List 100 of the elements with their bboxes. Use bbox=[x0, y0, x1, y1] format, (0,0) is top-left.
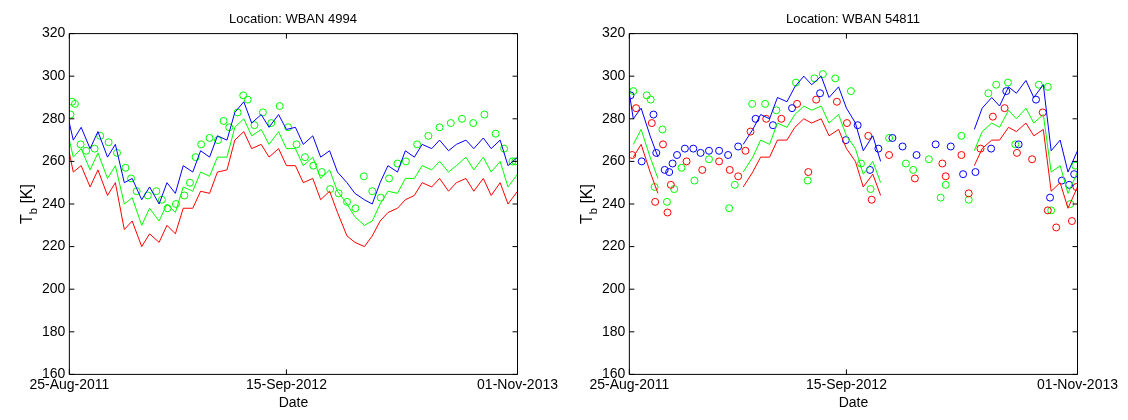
point bbox=[82, 146, 91, 155]
point bbox=[670, 185, 679, 194]
point bbox=[705, 146, 714, 155]
point bbox=[368, 187, 377, 196]
point bbox=[629, 151, 637, 160]
y-axis-title: Tb [K] bbox=[18, 184, 40, 224]
point bbox=[127, 174, 136, 183]
point bbox=[239, 91, 248, 100]
point bbox=[658, 125, 667, 134]
x-tick-label: 15-Sep-2012 bbox=[805, 375, 888, 392]
point bbox=[632, 104, 641, 113]
y-tick-label: 280 bbox=[42, 109, 66, 126]
point bbox=[677, 163, 686, 172]
point bbox=[359, 172, 368, 181]
point bbox=[446, 119, 455, 128]
point bbox=[853, 121, 862, 130]
point bbox=[413, 140, 422, 149]
point bbox=[491, 129, 500, 138]
point bbox=[987, 144, 996, 153]
point bbox=[646, 95, 655, 104]
point bbox=[121, 163, 130, 172]
y-tick-label: 280 bbox=[602, 109, 626, 126]
point bbox=[1012, 148, 1021, 157]
point bbox=[803, 176, 812, 185]
point bbox=[143, 191, 152, 200]
x-tick-label: 15-Sep-2012 bbox=[245, 375, 328, 392]
point bbox=[816, 89, 825, 98]
point bbox=[1002, 87, 1011, 96]
point bbox=[284, 123, 293, 132]
point bbox=[857, 159, 866, 168]
point bbox=[924, 155, 933, 164]
point bbox=[964, 195, 973, 204]
point bbox=[841, 136, 850, 145]
point bbox=[909, 165, 918, 174]
y-tick-label: 220 bbox=[42, 237, 66, 254]
point bbox=[649, 110, 658, 119]
point bbox=[376, 193, 385, 202]
point bbox=[500, 144, 509, 153]
point bbox=[831, 74, 840, 83]
y-tick-label: 200 bbox=[602, 280, 626, 297]
point bbox=[751, 114, 760, 123]
point bbox=[912, 151, 921, 160]
point bbox=[1070, 170, 1078, 179]
point bbox=[191, 153, 200, 162]
point bbox=[1065, 180, 1074, 189]
point bbox=[511, 157, 518, 166]
point bbox=[163, 204, 172, 213]
point bbox=[1034, 80, 1043, 89]
point bbox=[317, 168, 326, 177]
point bbox=[715, 157, 724, 166]
point bbox=[219, 116, 228, 125]
point bbox=[393, 159, 402, 168]
point bbox=[205, 133, 214, 142]
point bbox=[480, 110, 489, 119]
point bbox=[1003, 78, 1012, 87]
point bbox=[665, 168, 674, 177]
point bbox=[233, 108, 242, 117]
point bbox=[258, 108, 267, 117]
point bbox=[1052, 223, 1061, 232]
point bbox=[326, 185, 335, 194]
point bbox=[666, 180, 675, 189]
point bbox=[984, 89, 993, 98]
point bbox=[976, 144, 985, 153]
point bbox=[748, 99, 757, 108]
point bbox=[867, 195, 876, 204]
point bbox=[682, 157, 691, 166]
point bbox=[768, 121, 777, 130]
point bbox=[197, 140, 206, 149]
point bbox=[941, 172, 950, 181]
point bbox=[804, 168, 813, 177]
y-tick-label: 260 bbox=[602, 152, 626, 169]
point bbox=[458, 114, 466, 123]
point bbox=[705, 155, 714, 164]
point bbox=[1047, 206, 1056, 215]
point bbox=[642, 91, 651, 100]
y-tick-label: 320 bbox=[602, 24, 626, 41]
point bbox=[865, 165, 874, 174]
point bbox=[734, 142, 743, 151]
point bbox=[936, 193, 945, 202]
point bbox=[746, 127, 755, 136]
point bbox=[1066, 200, 1075, 208]
point bbox=[292, 140, 301, 149]
point bbox=[874, 144, 883, 153]
point bbox=[1032, 95, 1041, 104]
point bbox=[90, 144, 99, 153]
point bbox=[725, 165, 734, 174]
point bbox=[663, 208, 672, 217]
point bbox=[724, 151, 733, 160]
point bbox=[637, 157, 646, 166]
point bbox=[343, 197, 352, 206]
point bbox=[1000, 104, 1009, 113]
point bbox=[647, 119, 656, 128]
point bbox=[992, 80, 1001, 89]
point bbox=[104, 138, 113, 147]
point bbox=[243, 95, 252, 104]
point bbox=[225, 123, 234, 132]
chart-title: Location: WBAN 54811 bbox=[785, 11, 921, 27]
point bbox=[673, 151, 682, 160]
x-tick-label: 01-Nov-2013 bbox=[1037, 375, 1119, 392]
point bbox=[469, 119, 478, 128]
